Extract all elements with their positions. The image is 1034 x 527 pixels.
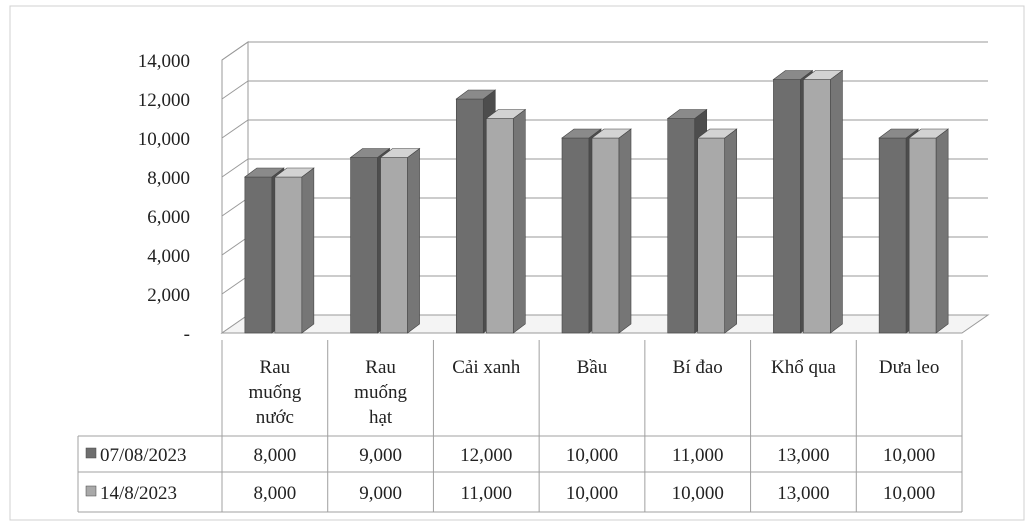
y-tick-label: 12,000 (138, 90, 190, 111)
data-label: 10,000 (566, 483, 618, 504)
category-label: Dưa leo (879, 357, 939, 378)
category-label: Rau (365, 357, 396, 378)
bar (696, 128, 738, 334)
data-label: 12,000 (460, 445, 512, 466)
data-table: Rau muống nước Rau muống hạt Cải xanh Bầu Bí đao… (77, 340, 963, 513)
category-label: muống (354, 382, 407, 403)
data-label: 8,000 (253, 483, 296, 504)
y-tick-label: - (184, 324, 190, 345)
bar (273, 167, 315, 334)
data-label: 10,000 (566, 445, 618, 466)
data-label: 11,000 (672, 445, 724, 466)
bar (485, 108, 527, 334)
data-label: 9,000 (359, 445, 402, 466)
y-tick-label: 8,000 (147, 168, 190, 189)
data-label: 10,000 (883, 483, 935, 504)
bar (908, 128, 950, 334)
legend-label: 14/8/2023 (100, 483, 177, 504)
data-label: 13,000 (777, 483, 829, 504)
bars (243, 69, 950, 334)
y-tick-label: 6,000 (147, 207, 190, 228)
y-tick-label: 14,000 (138, 51, 190, 72)
category-label: muống (248, 382, 301, 403)
category-label: Bí đao (673, 357, 723, 378)
category-label: Bầu (577, 357, 608, 378)
y-axis: - 2,000 4,000 6,000 8,000 10,000 12,000 14,000 (138, 51, 190, 345)
category-label: Khổ qua (771, 357, 836, 378)
data-label: 10,000 (883, 445, 935, 466)
bar (591, 128, 632, 334)
category-label: Rau (260, 357, 291, 378)
bar (802, 69, 844, 334)
category-label: Cải xanh (452, 357, 521, 378)
y-tick-label: 10,000 (138, 129, 190, 150)
bar (379, 147, 421, 334)
data-label: 10,000 (672, 483, 724, 504)
gridline (221, 119, 988, 139)
gridline (221, 41, 988, 61)
data-label: 8,000 (253, 445, 296, 466)
y-tick-label: 2,000 (147, 285, 190, 306)
legend-swatch (85, 447, 97, 459)
legend-swatch (85, 485, 97, 497)
category-label: hạt (369, 407, 393, 428)
y-tick-label: 4,000 (147, 246, 190, 267)
data-label: 11,000 (461, 483, 513, 504)
data-label: 13,000 (777, 445, 829, 466)
side-wall (221, 41, 249, 334)
category-label: nước (256, 407, 294, 428)
gridline (221, 158, 988, 178)
data-label: 9,000 (359, 483, 402, 504)
gridline (221, 80, 988, 100)
legend-label: 07/08/2023 (100, 445, 187, 466)
